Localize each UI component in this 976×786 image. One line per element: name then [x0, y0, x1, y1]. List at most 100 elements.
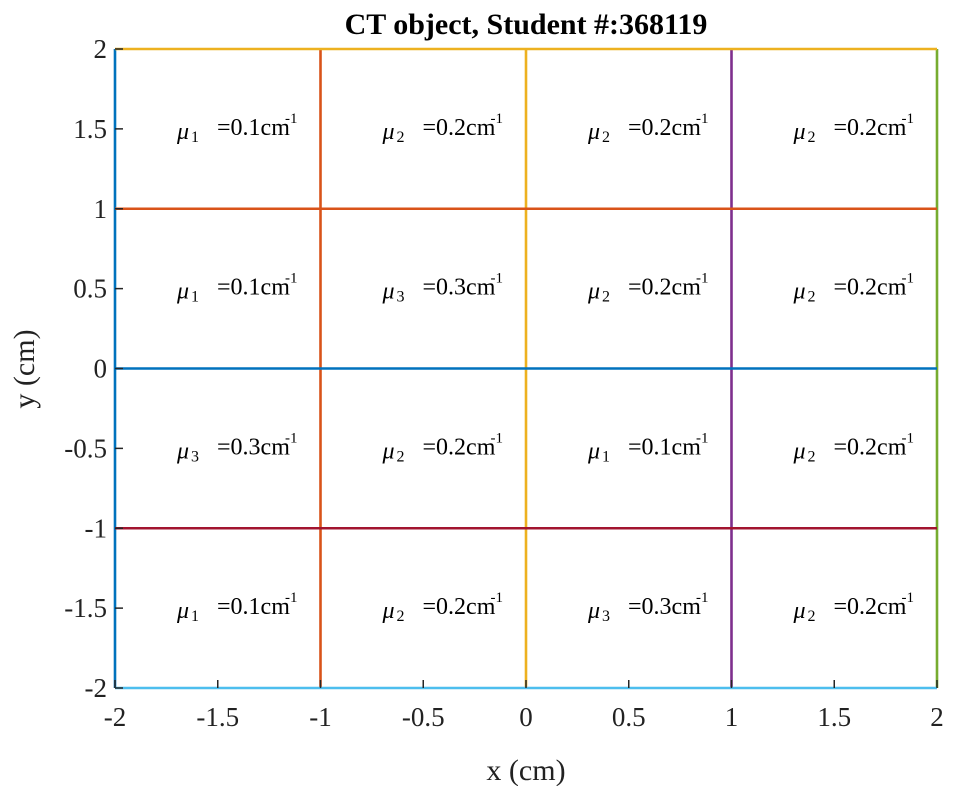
mu-symbol: μ: [176, 119, 189, 145]
mu-subscript: 2: [808, 448, 816, 465]
mu-annotation: μ 1 =0.1cm-1: [176, 111, 298, 146]
mu-subscript: 2: [808, 608, 816, 625]
mu-symbol: μ: [382, 119, 395, 145]
mu-symbol: μ: [176, 438, 189, 464]
mu-superscript: -1: [491, 590, 504, 606]
mu-value: =0.1cm: [628, 434, 701, 460]
mu-value: =0.2cm: [834, 275, 907, 301]
x-tick-label: 1.5: [817, 702, 851, 732]
mu-superscript: -1: [696, 430, 709, 446]
mu-superscript: -1: [902, 111, 915, 127]
mu-superscript: -1: [491, 430, 504, 446]
mu-annotation: μ 2 =0.2cm-1: [587, 111, 709, 146]
mu-symbol: μ: [382, 279, 395, 305]
mu-symbol: μ: [793, 279, 806, 305]
mu-subscript: 3: [602, 608, 610, 625]
mu-value: =0.2cm: [628, 115, 701, 141]
mu-subscript: 3: [191, 448, 199, 465]
y-tick-label: -2: [85, 673, 108, 703]
x-tick-label: 0.5: [612, 702, 646, 732]
y-tick-label: 0: [94, 354, 108, 384]
y-tick-label: 1: [94, 194, 108, 224]
mu-value: =0.1cm: [217, 275, 290, 301]
mu-value: =0.1cm: [217, 594, 290, 620]
mu-value: =0.2cm: [423, 115, 496, 141]
mu-annotation: μ 2 =0.2cm-1: [793, 590, 915, 625]
mu-annotation: μ 2 =0.2cm-1: [793, 111, 915, 146]
ticks: -2 -1.5 -1 -0.5 0 0.5 1 1.5 2 -2 -1.5 -1 -0.5 0 0.5 1 1.…: [64, 34, 944, 732]
mu-superscript: -1: [696, 590, 709, 606]
mu-annotation: μ 1 =0.1cm-1: [176, 271, 298, 306]
mu-superscript: -1: [902, 430, 915, 446]
chart-title: CT object, Student #:368119: [345, 8, 708, 41]
series-lines: [113, 47, 939, 690]
mu-annotation: μ 1 =0.1cm-1: [587, 430, 709, 465]
y-tick-label: -1.5: [64, 593, 107, 623]
mu-subscript: 1: [191, 129, 199, 146]
mu-superscript: -1: [491, 111, 504, 127]
y-tick-label: 2: [94, 34, 108, 64]
mu-superscript: -1: [285, 430, 298, 446]
mu-annotation: μ 3 =0.3cm-1: [176, 430, 298, 465]
mu-subscript: 2: [602, 289, 610, 306]
x-tick-label: -1: [309, 702, 332, 732]
mu-symbol: μ: [793, 119, 806, 145]
mu-subscript: 1: [602, 448, 610, 465]
mu-annotation: μ 2 =0.2cm-1: [793, 271, 915, 306]
mu-symbol: μ: [382, 598, 395, 624]
mu-subscript: 2: [808, 129, 816, 146]
mu-subscript: 2: [808, 289, 816, 306]
mu-subscript: 2: [397, 448, 405, 465]
y-tick-label: -1: [85, 513, 108, 543]
x-axis-label: x (cm): [486, 754, 565, 786]
mu-superscript: -1: [285, 111, 298, 127]
mu-value: =0.3cm: [628, 594, 701, 620]
mu-superscript: -1: [696, 111, 709, 127]
mu-annotation: μ 3 =0.3cm-1: [587, 590, 709, 625]
mu-value: =0.2cm: [834, 434, 907, 460]
mu-subscript: 2: [397, 608, 405, 625]
mu-superscript: -1: [491, 271, 504, 287]
mu-superscript: -1: [285, 271, 298, 287]
y-tick-label: -0.5: [64, 433, 107, 463]
mu-value: =0.1cm: [217, 115, 290, 141]
mu-value: =0.2cm: [834, 594, 907, 620]
mu-annotation: μ 2 =0.2cm-1: [587, 271, 709, 306]
x-tick-label: 0: [519, 702, 533, 732]
mu-subscript: 2: [602, 129, 610, 146]
y-tick-label: 1.5: [73, 114, 107, 144]
mu-annotation: μ 2 =0.2cm-1: [382, 590, 504, 625]
mu-value: =0.2cm: [423, 434, 496, 460]
mu-value: =0.2cm: [423, 594, 496, 620]
mu-subscript: 3: [397, 289, 405, 306]
x-tick-label: 2: [930, 702, 944, 732]
annotations: μ 1 =0.1cm-1 μ 2 =0.2cm-1 μ 2 =0.2cm-1 μ 2 =0.2cm-1…: [176, 111, 914, 625]
mu-annotation: μ 2 =0.2cm-1: [793, 430, 915, 465]
mu-annotation: μ 3 =0.3cm-1: [382, 271, 504, 306]
mu-value: =0.3cm: [423, 275, 496, 301]
y-axis-label: y (cm): [8, 329, 41, 408]
mu-symbol: μ: [176, 279, 189, 305]
mu-annotation: μ 2 =0.2cm-1: [382, 111, 504, 146]
mu-symbol: μ: [587, 119, 600, 145]
mu-symbol: μ: [382, 438, 395, 464]
mu-value: =0.2cm: [628, 275, 701, 301]
mu-symbol: μ: [587, 279, 600, 305]
x-tick-label: -1.5: [196, 702, 239, 732]
mu-annotation: μ 2 =0.2cm-1: [382, 430, 504, 465]
mu-superscript: -1: [902, 590, 915, 606]
mu-value: =0.3cm: [217, 434, 290, 460]
x-tick-label: 1: [725, 702, 739, 732]
x-tick-label: -2: [104, 702, 127, 732]
mu-value: =0.2cm: [834, 115, 907, 141]
mu-subscript: 1: [191, 289, 199, 306]
y-tick-label: 0.5: [73, 274, 107, 304]
mu-subscript: 1: [191, 608, 199, 625]
mu-symbol: μ: [176, 598, 189, 624]
x-tick-label: -0.5: [402, 702, 445, 732]
mu-symbol: μ: [587, 598, 600, 624]
mu-superscript: -1: [696, 271, 709, 287]
mu-symbol: μ: [793, 598, 806, 624]
